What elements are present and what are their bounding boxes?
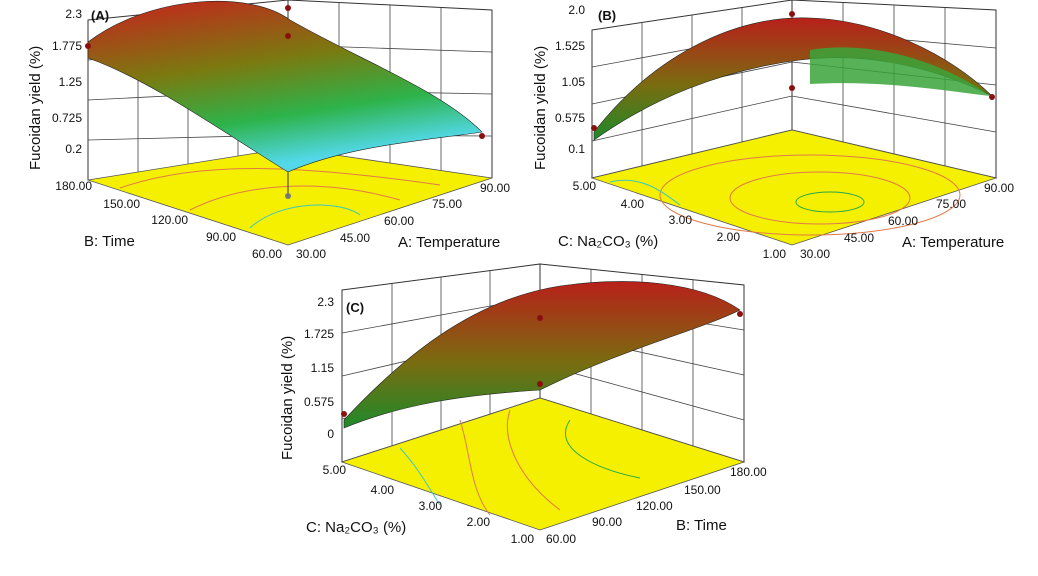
panel-b: (B) Fucoidan yield (%) 2.0 1.525 1.05 0.… <box>532 0 1014 261</box>
panel-c-left-tick: 5.00 <box>323 463 347 477</box>
panel-b-right-tick: 60.00 <box>888 214 918 228</box>
panel-c-left-tick: 2.00 <box>467 515 491 529</box>
panel-c-response-surface <box>343 281 741 429</box>
panel-a-label: (A) <box>91 8 109 23</box>
panel-a-z-tick: 0.2 <box>65 142 82 156</box>
panel-b-right-tick: 30.00 <box>800 247 830 261</box>
panel-a-right-tick: 90.00 <box>480 181 510 195</box>
panel-a-left-axis-label: B: Time <box>84 233 135 250</box>
panel-b-left-tick: 3.00 <box>669 213 693 227</box>
panel-c-right-axis-label: B: Time <box>676 517 727 534</box>
panel-c-contour-line <box>506 409 561 511</box>
panel-b-left-axis-label: C: Na₂CO₃ (%) <box>558 233 658 250</box>
panel-b-right-tick: 90.00 <box>984 181 1014 195</box>
panel-b-right-tick: 45.00 <box>844 231 874 245</box>
panel-c-z-tick: 2.3 <box>317 295 334 309</box>
panel-c-left-tick: 3.00 <box>419 499 443 513</box>
panel-a-design-point <box>285 5 291 11</box>
panel-b-label: (B) <box>598 8 616 23</box>
panel-a-z-tick: 0.725 <box>52 111 82 125</box>
panel-a-left-tick: 60.00 <box>252 247 282 261</box>
panel-b-z-axis-label: Fucoidan yield (%) <box>532 46 549 170</box>
panel-c-design-point <box>341 411 347 417</box>
panel-b-left-tick: 2.00 <box>717 230 741 244</box>
panel-b-contour-line <box>795 191 865 213</box>
panel-b-response-surface-front <box>810 47 990 96</box>
panel-c-design-point <box>537 315 543 321</box>
panel-a-left-tick: 90.00 <box>206 230 236 244</box>
panel-a-contour-line <box>249 204 361 229</box>
panel-b-design-point <box>789 11 795 17</box>
panel-c-left-axis-label: C: Na₂CO₃ (%) <box>306 519 406 536</box>
panel-c-right-tick: 180.00 <box>730 465 767 479</box>
panel-b-left-tick: 5.00 <box>573 179 597 193</box>
panel-c-right-tick: 120.00 <box>636 499 673 513</box>
panel-a-design-point <box>285 33 291 39</box>
panel-c-z-tick: 0.575 <box>304 395 334 409</box>
panel-b-right-axis-label: A: Temperature <box>902 234 1004 251</box>
panel-a-left-tick: 150.00 <box>103 197 140 211</box>
panel-a-right-tick: 75.00 <box>432 197 462 211</box>
panel-a: (A) Fucoidan yield (%) 2.3 1.775 1.25 0.… <box>27 0 510 261</box>
panel-a-left-tick: 120.00 <box>151 213 188 227</box>
panel-b-design-point <box>789 85 795 91</box>
panel-c-contour-line <box>399 447 441 506</box>
panel-b-z-tick: 0.575 <box>555 111 585 125</box>
panel-c-design-point <box>537 381 543 387</box>
panel-b-contour-line <box>729 171 911 225</box>
panel-b-contour-line <box>609 179 681 206</box>
panel-a-right-tick: 45.00 <box>340 231 370 245</box>
panel-a-right-tick: 30.00 <box>296 247 326 261</box>
panel-a-z-tick: 1.775 <box>52 39 82 53</box>
panel-a-right-tick: 60.00 <box>384 214 414 228</box>
panel-c-left-tick: 1.00 <box>511 532 535 546</box>
panel-a-z-tick: 1.25 <box>59 75 83 89</box>
panel-a-response-surface <box>87 1 483 173</box>
panel-a-contour-line <box>189 185 401 211</box>
panel-a-right-axis-label: A: Temperature <box>398 234 500 251</box>
panel-c-right-tick: 150.00 <box>684 483 721 497</box>
panel-b-z-tick: 1.05 <box>562 75 586 89</box>
panel-a-design-point <box>479 133 485 139</box>
panel-c-right-tick: 60.00 <box>546 532 576 546</box>
panel-a-z-tick: 2.3 <box>65 7 82 21</box>
panel-b-design-point <box>591 125 597 131</box>
panel-c-label: (C) <box>346 300 364 315</box>
panel-b-design-point <box>989 94 995 100</box>
panel-c-contour-line <box>564 419 641 479</box>
panel-b-left-tick: 1.00 <box>763 247 787 261</box>
panel-b-contour-line <box>659 154 961 236</box>
panel-c-z-axis-label: Fucoidan yield (%) <box>279 336 296 460</box>
panel-a-z-axis-label: Fucoidan yield (%) <box>27 46 44 170</box>
panel-c-right-tick: 90.00 <box>592 515 622 529</box>
panel-c-z-tick: 1.725 <box>304 327 334 341</box>
panel-c: (C) Fucoidan yield (%) 2.3 1.725 1.15 0.… <box>279 263 767 546</box>
panel-b-left-tick: 4.00 <box>621 197 645 211</box>
panel-a-left-tick: 180.00 <box>55 179 92 193</box>
panel-b-floor-contour <box>590 129 998 246</box>
panel-b-z-tick: 1.525 <box>555 39 585 53</box>
panel-c-floor-contour <box>340 397 746 531</box>
panel-c-contour-line <box>459 419 491 516</box>
panel-a-design-point <box>85 43 91 49</box>
panel-a-design-point <box>285 193 291 199</box>
panel-a-contour-line <box>119 168 441 189</box>
panel-b-z-tick: 2.0 <box>568 3 585 17</box>
panel-b-right-tick: 75.00 <box>936 197 966 211</box>
panel-c-left-tick: 4.00 <box>371 483 395 497</box>
panel-c-design-point <box>737 311 743 317</box>
panel-b-z-tick: 0.1 <box>568 142 585 156</box>
panel-c-z-tick: 0 <box>327 427 334 441</box>
panel-c-z-tick: 1.15 <box>311 361 335 375</box>
